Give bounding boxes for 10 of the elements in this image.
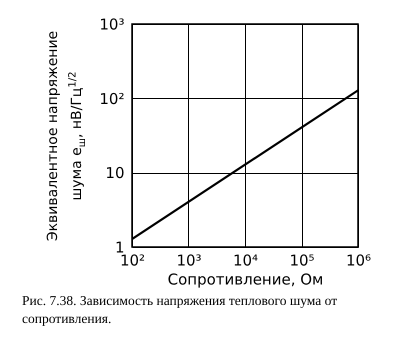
x-tick-label: 10³ xyxy=(176,252,202,270)
x-tick-label: 10⁴ xyxy=(232,252,258,270)
text: Рис. 7.38. Зависимость напряжения теплового шума от сопротивления. xyxy=(22,292,338,328)
x-tick-label: 10⁶ xyxy=(346,252,372,270)
x-axis-title: Сопротивление, Ом xyxy=(168,270,324,288)
y-tick-label: 10² xyxy=(99,90,124,108)
x-tick-label: 10² xyxy=(120,252,146,270)
y-tick-label: 10³ xyxy=(99,16,124,34)
y-tick-label: 10 xyxy=(105,164,124,182)
x-tick-label: 10⁵ xyxy=(289,252,315,270)
